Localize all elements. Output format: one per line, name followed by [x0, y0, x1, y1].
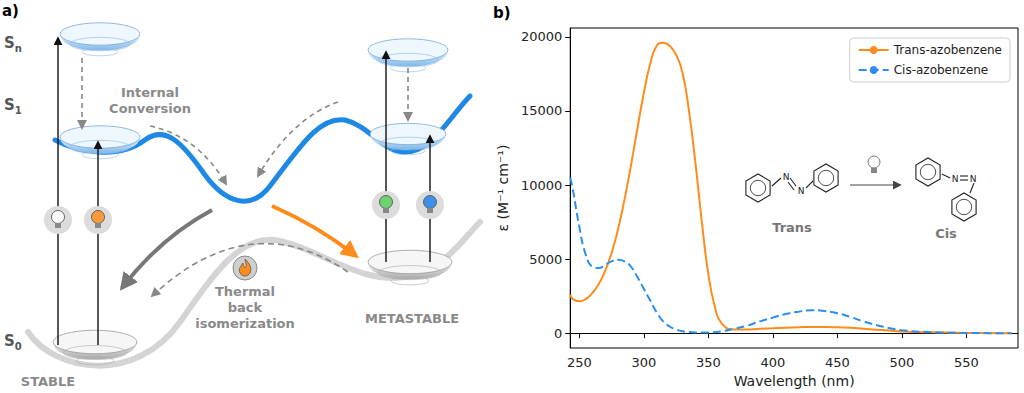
svg-text:S1: S1 [4, 96, 22, 116]
svg-text:Sn: Sn [4, 34, 22, 54]
svg-text:15000: 15000 [521, 103, 562, 118]
svg-text:400: 400 [760, 355, 785, 370]
svg-text:ε (M⁻¹ cm⁻¹): ε (M⁻¹ cm⁻¹) [495, 145, 511, 232]
svg-text:N: N [970, 174, 977, 184]
svg-text:500: 500 [889, 355, 914, 370]
svg-text:550: 550 [954, 355, 979, 370]
svg-text:a): a) [2, 2, 19, 20]
svg-text:back: back [228, 300, 263, 315]
svg-text:5000: 5000 [529, 252, 562, 267]
svg-text:isomerization: isomerization [195, 316, 295, 331]
svg-text:250: 250 [567, 355, 592, 370]
svg-text:350: 350 [696, 355, 721, 370]
svg-text:N: N [798, 186, 805, 196]
svg-text:20000: 20000 [521, 29, 562, 44]
svg-text:Internal: Internal [121, 85, 179, 100]
svg-text:10000: 10000 [521, 178, 562, 193]
svg-text:N: N [952, 174, 959, 184]
svg-text:300: 300 [631, 355, 656, 370]
svg-text:Trans: Trans [772, 220, 812, 235]
svg-text:0: 0 [554, 326, 562, 341]
svg-text:450: 450 [825, 355, 850, 370]
svg-text:S0: S0 [4, 332, 22, 352]
svg-text:Conversion: Conversion [109, 101, 191, 116]
svg-text:Cis: Cis [935, 226, 957, 241]
svg-text:b): b) [493, 4, 511, 22]
svg-text:Cis-azobenzene: Cis-azobenzene [894, 63, 989, 77]
svg-text:N: N [783, 172, 790, 182]
svg-text:Wavelength (nm): Wavelength (nm) [734, 373, 855, 389]
svg-text:STABLE: STABLE [21, 374, 75, 389]
svg-text:Thermal: Thermal [215, 284, 275, 299]
svg-text:Trans-azobenzene: Trans-azobenzene [893, 43, 1002, 57]
svg-text:METASTABLE: METASTABLE [365, 311, 459, 326]
